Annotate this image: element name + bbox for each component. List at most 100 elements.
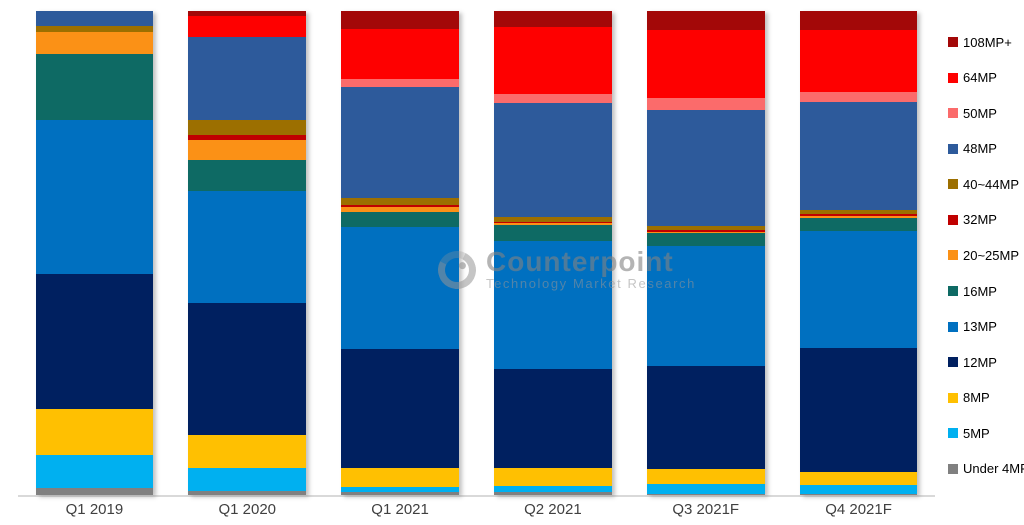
legend-swatch-under-4mp: [948, 463, 958, 474]
segment-108mp-q4-2021f: [799, 11, 918, 30]
legend-swatch-32mp: [948, 214, 958, 225]
bar-q1-2020: [188, 11, 307, 495]
segment-64mp-q3-2021f: [646, 29, 765, 99]
segment-12mp-q2-2021: [494, 368, 612, 468]
segment-64mp-q1-2021: [341, 28, 459, 79]
bar-slot-q2-2021: [476, 11, 629, 495]
segment-32mp-q4-2021f: [799, 214, 918, 216]
segment-20-25mp-q2-2021: [494, 222, 612, 226]
segment-108mp-q3-2021f: [646, 11, 765, 30]
legend-item-under-4mp: Under 4MP: [948, 461, 1024, 477]
bar-slot-q4-2021f: [782, 11, 935, 495]
legend-item-5mp: 5MP: [948, 425, 1024, 441]
segment-20-25mp-q4-2021f: [799, 215, 918, 219]
legend-label-13mp: 13MP: [963, 319, 997, 335]
segment-8mp-q2-2021: [494, 467, 612, 486]
legend-label-12mp: 12MP: [963, 354, 997, 370]
legend-item-8mp: 8MP: [948, 390, 1024, 406]
segment-40-44mp-q3-2021f: [646, 226, 765, 231]
segment-50mp-q2-2021: [494, 94, 612, 104]
segment-16mp-q1-2020: [188, 160, 307, 191]
segment-12mp-q1-2020: [188, 302, 307, 435]
segment-32mp-q1-2021: [341, 205, 459, 208]
segment-5mp-q1-2021: [341, 486, 459, 493]
segment-16mp-q4-2021f: [799, 218, 918, 232]
segment-5mp-q1-2019: [35, 455, 154, 489]
legend-item-50mp: 50MP: [948, 105, 1024, 121]
segment-13mp-q2-2021: [494, 241, 612, 369]
bar-q3-2021f: [646, 11, 765, 495]
legend-swatch-108mp: [948, 37, 958, 47]
legend-label-40-44mp: 40~44MP: [963, 176, 1020, 192]
x-label-q1-2019: Q1 2019: [65, 501, 124, 518]
segment-5mp-q3-2021f: [646, 483, 765, 494]
segment-50mp-q1-2021: [341, 78, 459, 87]
legend-item-48mp: 48MP: [948, 141, 1024, 157]
bar-q1-2019: [35, 11, 154, 495]
legend-swatch-12mp: [948, 357, 958, 368]
segment-13mp-q1-2019: [35, 120, 154, 274]
segment-48mp-q1-2019: [35, 11, 154, 26]
segment-16mp-q1-2019: [35, 53, 154, 121]
legend-swatch-64mp: [948, 72, 958, 83]
segment-5mp-q2-2021: [494, 485, 612, 493]
segment-5mp-q1-2020: [188, 467, 307, 492]
bar-q4-2021f: [799, 11, 918, 495]
legend-swatch-8mp: [948, 392, 958, 403]
segment-64mp-q4-2021f: [799, 29, 918, 92]
legend-item-13mp: 13MP: [948, 319, 1024, 335]
x-axis-labels: Q1 2019 Q1 2020 Q1 2021 Q2 2021 Q3 2021F Q4 2…: [18, 501, 935, 518]
segment-108mp-q1-2021: [341, 11, 459, 29]
legend-swatch-50mp: [948, 108, 958, 119]
segment-12mp-q4-2021f: [799, 348, 918, 472]
legend-label-5mp: 5MP: [963, 425, 990, 441]
segment-48mp-q1-2021: [341, 86, 459, 199]
segment-13mp-q1-2021: [341, 226, 459, 349]
segment-12mp-q3-2021f: [646, 365, 765, 469]
segment-8mp-q1-2020: [188, 434, 307, 468]
x-label-q4-2021f: Q4 2021F: [825, 501, 892, 518]
segment-64mp-q2-2021: [494, 26, 612, 95]
legend-label-20-25mp: 20~25MP: [963, 247, 1020, 263]
legend-item-20-25mp: 20~25MP: [948, 247, 1024, 263]
segment-40-44mp-q2-2021: [494, 216, 612, 222]
legend: 108MP+ 64MP 50MP 48MP 40~44MP 32MP 20~25MP 16MP…: [948, 34, 1024, 477]
segment-48mp-q4-2021f: [799, 101, 918, 211]
segment-40-44mp-q1-2020: [188, 120, 307, 136]
segment-12mp-q1-2021: [341, 348, 459, 468]
segment-20-25mp-q1-2020: [188, 140, 307, 161]
segment-8mp-q4-2021f: [799, 471, 918, 485]
bar-slot-q1-2019: [18, 11, 171, 495]
legend-swatch-5mp: [948, 428, 958, 439]
segment-40-44mp-q1-2021: [341, 198, 459, 206]
bar-q1-2021: [341, 11, 459, 495]
legend-item-108mp: 108MP+: [948, 34, 1024, 50]
segment-16mp-q3-2021f: [646, 233, 765, 247]
segment-16mp-q2-2021: [494, 225, 612, 242]
legend-label-50mp: 50MP: [963, 105, 997, 121]
segment-under-4mp-q3-2021f: [646, 493, 765, 495]
x-label-q2-2021: Q2 2021: [524, 501, 582, 518]
segment-32mp-q1-2020: [188, 135, 307, 141]
segment-under-4mp-q1-2019: [35, 488, 154, 495]
segment-50mp-q4-2021f: [799, 91, 918, 102]
segment-108mp-q1-2020: [188, 11, 307, 16]
segment-48mp-q1-2020: [188, 36, 307, 121]
legend-item-32mp: 32MP: [948, 212, 1024, 228]
bar-slot-q3-2021f: [629, 11, 782, 495]
x-label-q3-2021f: Q3 2021F: [672, 501, 740, 518]
bar-slot-q1-2021: [324, 11, 477, 495]
legend-swatch-40-44mp: [948, 179, 958, 190]
legend-item-40-44mp: 40~44MP: [948, 176, 1024, 192]
legend-label-32mp: 32MP: [963, 212, 997, 228]
bar-q2-2021: [494, 11, 612, 495]
legend-label-16mp: 16MP: [963, 283, 997, 299]
legend-swatch-13mp: [948, 321, 958, 332]
segment-50mp-q3-2021f: [646, 98, 765, 111]
legend-item-12mp: 12MP: [948, 354, 1024, 370]
segment-under-4mp-q4-2021f: [799, 493, 918, 495]
segment-32mp-q3-2021f: [646, 230, 765, 232]
bar-slot-q1-2020: [171, 11, 324, 495]
legend-item-16mp: 16MP: [948, 283, 1024, 299]
